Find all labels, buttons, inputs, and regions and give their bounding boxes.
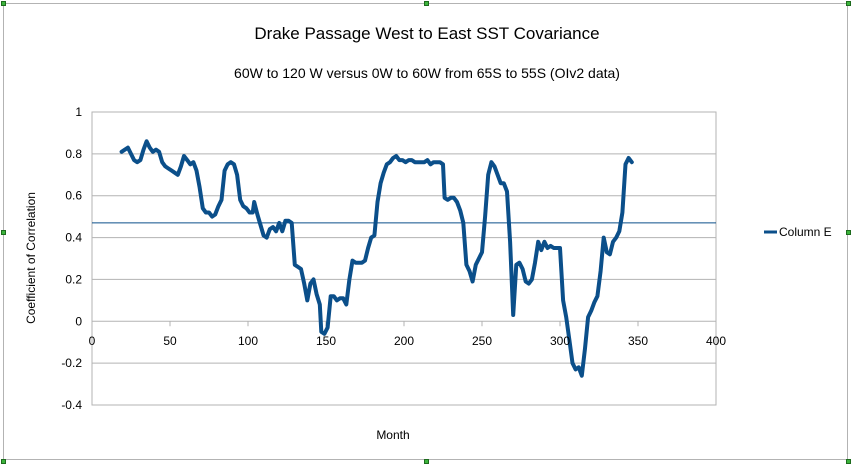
x-tick-label: 350: [628, 334, 648, 348]
x-tick-label: 0: [89, 334, 96, 348]
y-tick-label: 0.8: [65, 147, 82, 161]
y-tick-label: 0.6: [65, 189, 82, 203]
y-axis-ticks: -0.4 -0.2 0 0.2 0.4 0.6 0.8 1: [61, 105, 82, 412]
x-tick-label: 50: [163, 334, 177, 348]
y-tick-label: -0.4: [61, 398, 82, 412]
y-tick-label: 0.4: [65, 231, 82, 245]
x-axis-title: Month: [376, 428, 409, 442]
chart-title: Drake Passage West to East SST Covarianc…: [254, 24, 599, 43]
selection-handle-top-center[interactable]: [424, 1, 429, 6]
x-tick-label: 100: [238, 334, 258, 348]
chart-subtitle: 60W to 120 W versus 0W to 60W from 65S t…: [234, 65, 620, 81]
selection-handle-top-right[interactable]: [846, 1, 851, 6]
y-tick-label: 1: [75, 105, 82, 119]
selection-handle-middle-left[interactable]: [1, 230, 6, 235]
y-axis-title: Coefficient of Correlation: [24, 192, 38, 324]
series-line-column-e: [119, 139, 634, 378]
x-tick-label: 250: [472, 334, 492, 348]
selection-handle-bottom-right[interactable]: [846, 459, 851, 464]
x-tick-label: 400: [706, 334, 726, 348]
x-axis-ticks: 0 50 100 150 200 250 300 350 400: [89, 334, 727, 348]
series-group: [119, 139, 634, 378]
selection-handle-middle-right[interactable]: [846, 230, 851, 235]
x-tick-label: 150: [316, 334, 336, 348]
legend-label: Column E: [779, 225, 832, 239]
y-tick-label: 0.2: [65, 272, 82, 286]
y-tick-label: 0: [75, 314, 82, 328]
selection-handle-top-left[interactable]: [1, 1, 6, 6]
x-tick-label: 300: [550, 334, 570, 348]
legend: Column E: [764, 225, 832, 239]
selection-handle-bottom-left[interactable]: [1, 459, 6, 464]
grid: [91, 111, 717, 406]
x-tick-label: 200: [394, 334, 414, 348]
y-tick-label: -0.2: [61, 356, 82, 370]
selection-handle-bottom-center[interactable]: [424, 459, 429, 464]
